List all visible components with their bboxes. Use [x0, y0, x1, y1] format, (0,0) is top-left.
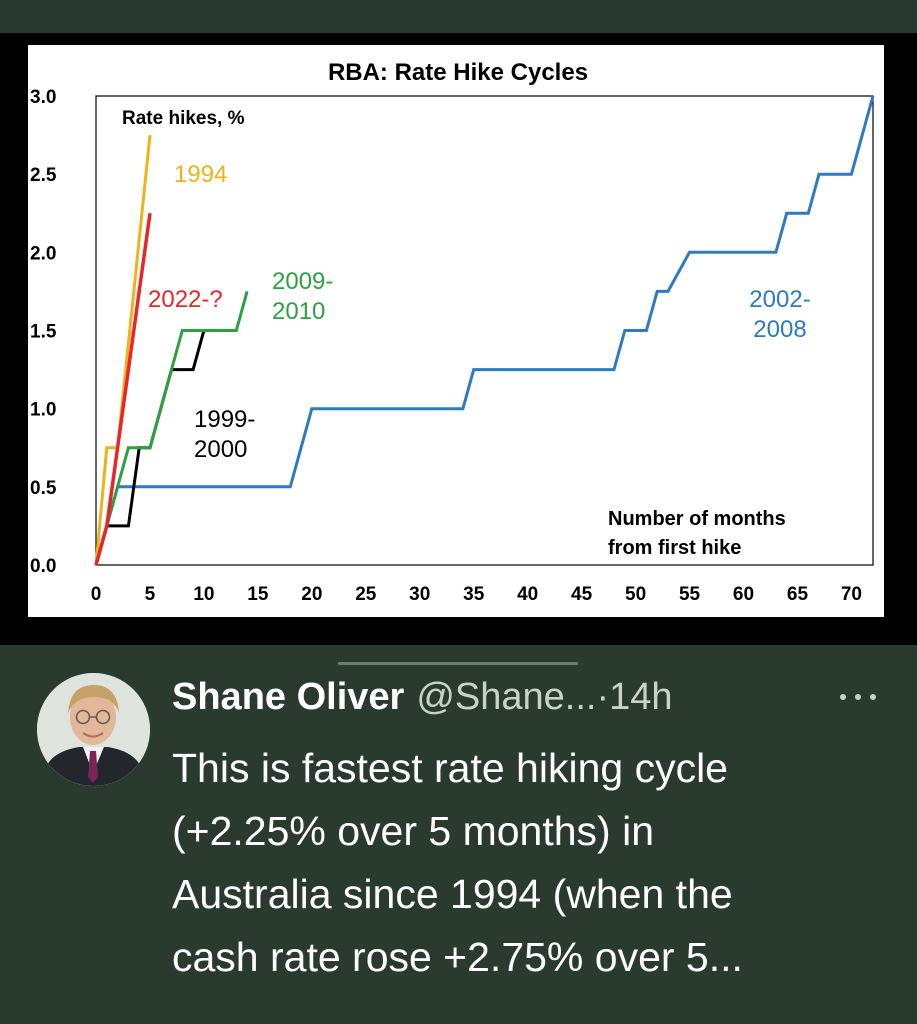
- series-line-2002-2008: [94, 95, 875, 566]
- x-tick-label: 50: [625, 584, 646, 605]
- series-label-1994: 1994: [174, 161, 227, 188]
- series-line-2022-?: [94, 213, 152, 566]
- chart-title: RBA: Rate Hike Cycles: [328, 59, 588, 86]
- x-axis-label: Number of months from first hike: [608, 508, 786, 559]
- series-label-2009-2010: 2009-: [272, 268, 333, 295]
- top-strip: [0, 0, 917, 33]
- y-tick-label: 2.5: [30, 165, 57, 186]
- more-options-icon[interactable]: [840, 690, 876, 704]
- y-axis-label: Rate hikes, %: [122, 108, 245, 129]
- y-tick-label: 1.0: [30, 400, 56, 421]
- tweet-text-line: cash rate rose +2.75% over 5...: [172, 934, 743, 980]
- x-tick-label: 35: [463, 584, 485, 605]
- x-axis-label-line: Number of months: [608, 508, 786, 530]
- series-label-2002-2008: 2002-: [749, 286, 810, 313]
- x-tick-label: 45: [571, 584, 593, 605]
- avatar-portrait: [37, 673, 150, 786]
- x-axis-label-line: from first hike: [608, 537, 741, 559]
- tweet-text-line: Australia since 1994 (when the: [172, 871, 733, 917]
- x-tick-label: 0: [91, 584, 102, 605]
- x-tick-label: 15: [247, 584, 269, 605]
- tweet-text-line: This is fastest rate hiking cycle: [172, 745, 728, 791]
- y-tick-label: 3.0: [30, 87, 56, 108]
- x-tick-label: 10: [193, 584, 214, 605]
- tweet-card[interactable]: [0, 672, 917, 1024]
- series-line-1994: [94, 134, 152, 566]
- series-labels: 1994 2022-? 2009- 2010 1999- 2000 2002- 2008: [148, 161, 811, 463]
- sheet-handle[interactable]: [338, 662, 578, 665]
- series-line-2009-2010: [94, 291, 249, 566]
- series-lines: [94, 95, 875, 566]
- tweet-timestamp[interactable]: ·14h: [596, 675, 673, 718]
- x-tick-label: 55: [679, 584, 701, 605]
- tweet-text-line: (+2.25% over 5 months) in: [172, 808, 654, 854]
- x-tick-label: 40: [517, 584, 538, 605]
- y-tick-label: 0.0: [30, 556, 56, 577]
- tweet-header: Shane Oliver @Shane... ·14h: [172, 672, 673, 722]
- series-label-1999-2000: 2000: [194, 436, 247, 463]
- y-tick-label: 1.5: [30, 322, 57, 343]
- series-label-2002-2008: 2008: [753, 316, 806, 343]
- y-tick-label: 0.5: [30, 478, 57, 499]
- x-tick-label: 25: [355, 584, 377, 605]
- y-tick-labels: 0.0 0.5 1.0 1.5 2.0 2.5 3.0: [30, 87, 57, 577]
- author-avatar[interactable]: [37, 673, 150, 786]
- series-label-2022-?: 2022-?: [148, 286, 223, 313]
- x-tick-label: 30: [409, 584, 430, 605]
- x-tick-labels: 0 5 10 15 20 25 30 35 40 45 50 55 60 65 70: [91, 584, 862, 605]
- series-label-1999-2000: 1999-: [194, 406, 255, 433]
- plot-area: [95, 95, 874, 566]
- x-tick-label: 70: [841, 584, 862, 605]
- author-name[interactable]: Shane Oliver: [172, 675, 405, 718]
- x-tick-label: 5: [145, 584, 156, 605]
- x-tick-label: 65: [787, 584, 809, 605]
- author-handle[interactable]: @Shane...: [416, 675, 597, 718]
- x-tick-label: 60: [733, 584, 754, 605]
- tweet-text[interactable]: This is fastest rate hiking cycle (+2.25…: [172, 737, 892, 989]
- series-label-2009-2010: 2010: [272, 298, 325, 325]
- x-tick-label: 20: [301, 584, 322, 605]
- y-tick-label: 2.0: [30, 243, 56, 264]
- chart-panel: RBA: Rate Hike Cycles Rate hikes, % 0.0 0…: [28, 45, 884, 617]
- rate-hike-chart: RBA: Rate Hike Cycles Rate hikes, % 0.00…: [30, 59, 875, 605]
